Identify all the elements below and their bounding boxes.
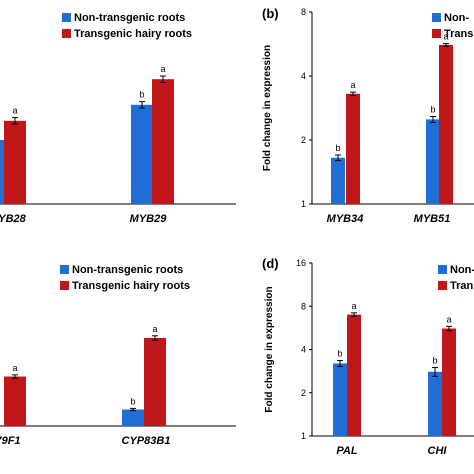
significance-label: b [139,90,144,100]
y-tick-label: 8 [301,301,306,311]
legend-label: Non- [450,264,474,276]
bar-non-transgenic-roots [426,119,440,204]
legend-label: Transgenic hairy roots [72,280,190,292]
y-tick-label: 8 [301,7,306,17]
legend-swatch [60,281,69,290]
legend-swatch [60,265,69,274]
chart-panel-3: b a a 79F1 CYP83B1 Non-transgenic roots Transg… [0,264,236,447]
significance-label: a [152,324,157,334]
significance-label: a [446,314,451,324]
significance-label: b [335,143,340,153]
significance-label: a [160,64,165,74]
category-label: CHI [428,445,448,457]
legend-swatch [432,29,441,38]
bar-non-transgenic-roots [333,363,347,436]
legend-label: Transgenic hairy roots [74,28,192,40]
chart-panel-2: 1 2 4 8 Fold change in expression (b) b b a a MYB3… [262,6,474,225]
panel-label: (d) [262,256,279,271]
significance-label: b [130,396,135,406]
category-label: MYB29 [130,213,168,225]
y-axis-label: Fold change in expression [264,286,275,412]
y-tick-label: 1 [301,431,306,441]
legend-swatch [438,281,447,290]
significance-label: a [12,106,17,116]
legend-swatch [62,29,71,38]
bar-non-transgenic-roots [131,104,153,204]
legend-swatch [62,13,71,22]
bar-non-transgenic-roots [122,409,144,426]
category-label: MYB51 [414,213,451,225]
legend-swatch [432,13,441,22]
chart-panel-1: b a a YB28 MYB29 Non-transgenic roots Transgen… [0,12,236,225]
y-tick-label: 4 [301,71,306,81]
legend-label: Non-transgenic roots [74,12,185,24]
y-tick-label: 2 [301,388,306,398]
y-tick-label: 1 [301,199,306,209]
bar-transgenic-hairy-roots [347,314,361,436]
significance-label: b [432,355,437,365]
significance-label: a [12,363,17,373]
y-tick-label: 2 [301,135,306,145]
panel-label: (b) [262,6,279,21]
legend-label: Trans [450,280,474,292]
category-label: PAL [336,445,357,457]
legend-label: Trans [444,28,473,40]
category-label: YB28 [0,213,27,225]
legend-swatch [438,265,447,274]
category-label: MYB34 [327,213,364,225]
bar-transgenic-hairy-roots [346,93,360,204]
bar-transgenic-hairy-roots [144,338,166,426]
significance-label: b [430,104,435,114]
chart-panel-4: 1 2 4 8 16 Fold change in expression (d) b b a a PA… [262,256,474,457]
bar-transgenic-hairy-roots [4,376,26,426]
legend-label: Non-transgenic roots [72,264,183,276]
significance-label: a [351,301,356,311]
bar-transgenic-hairy-roots [442,328,456,436]
y-tick-label: 4 [301,345,306,355]
y-axis-label: Fold change in expression [262,45,273,171]
bar-transgenic-hairy-roots [439,44,453,205]
significance-label: b [337,349,342,359]
bar-transgenic-hairy-roots [152,79,174,204]
bar-transgenic-hairy-roots [4,120,26,204]
legend-label: Non- [444,12,469,24]
y-tick-label: 16 [296,258,306,268]
bar-non-transgenic-roots [428,371,442,436]
significance-label: a [350,80,355,90]
category-label: CYP83B1 [122,435,171,447]
bar-non-transgenic-roots [331,157,345,204]
significance-label: a [443,32,448,42]
category-label: 79F1 [0,435,21,447]
